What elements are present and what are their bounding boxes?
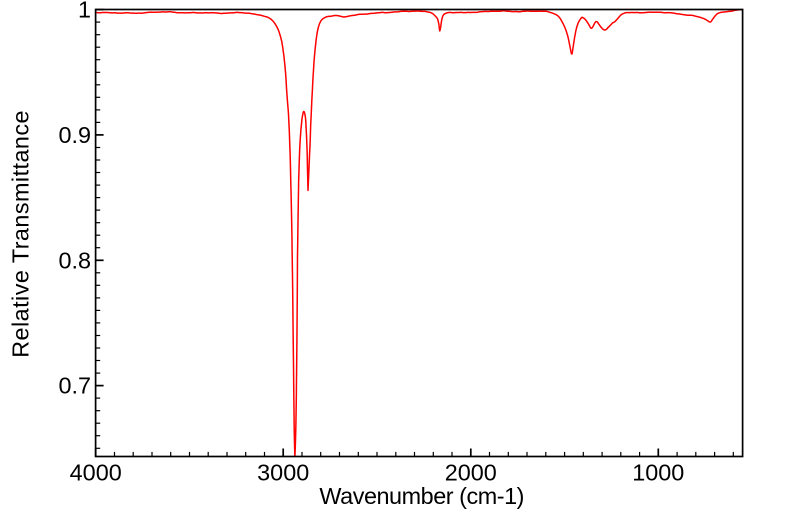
svg-text:1000: 1000	[632, 460, 684, 486]
svg-text:2000: 2000	[445, 460, 497, 486]
svg-text:3000: 3000	[257, 460, 309, 486]
svg-text:0.8: 0.8	[58, 247, 91, 273]
svg-text:0.7: 0.7	[58, 373, 91, 399]
svg-text:1: 1	[78, 0, 91, 23]
svg-text:4000: 4000	[70, 460, 122, 486]
svg-text:Wavenumber (cm-1): Wavenumber (cm-1)	[319, 483, 524, 509]
svg-text:Relative Transmittance: Relative Transmittance	[8, 110, 34, 358]
svg-text:0.9: 0.9	[58, 122, 91, 148]
